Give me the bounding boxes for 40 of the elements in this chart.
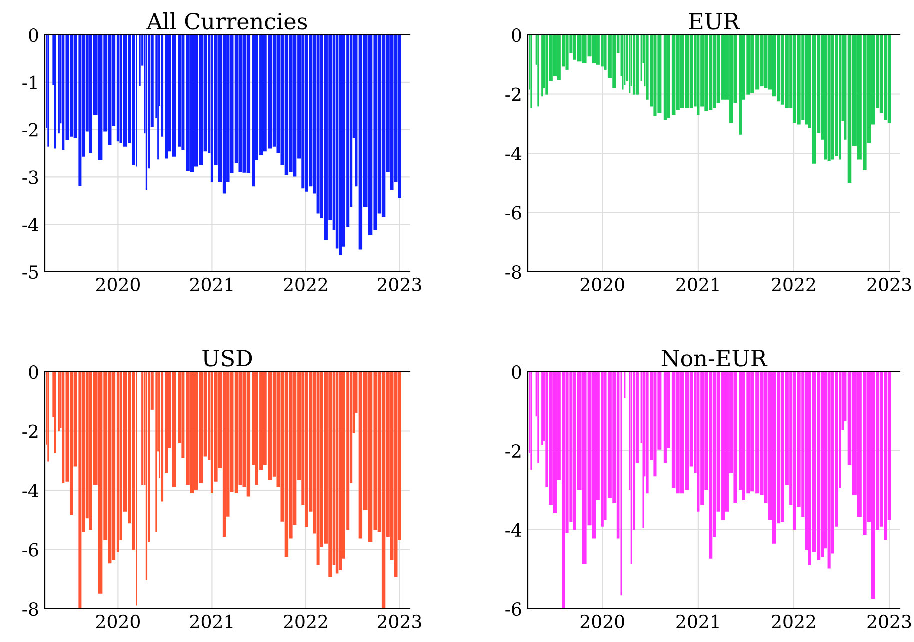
y-tick-label: -2 (22, 123, 38, 137)
y-tick-label: 0 (512, 365, 522, 380)
y-tick-label: -4 (506, 523, 522, 537)
x-tick-label: 2023 (868, 614, 912, 629)
x-tick-label: 2022 (772, 278, 816, 292)
y-tick-label: -2 (22, 424, 38, 438)
y-tick-label: -2 (506, 444, 521, 458)
x-tick-label: 2022 (284, 278, 328, 292)
chart-title: USD (202, 350, 252, 367)
x-tick-label: 2020 (96, 614, 140, 629)
x-tick-label: 2021 (676, 614, 719, 629)
x-tick-label: 2022 (284, 614, 328, 629)
x-tick-label: 2021 (190, 278, 233, 292)
x-tick-label: 2022 (772, 614, 816, 629)
chart-title: Non-EUR (662, 350, 768, 367)
y-tick-label: -4 (22, 484, 39, 498)
y-tick-label: -1 (22, 76, 37, 90)
y-tick-label: -8 (22, 602, 38, 616)
x-tick-label: 2020 (96, 278, 140, 292)
y-tick-label: -6 (506, 602, 522, 616)
x-tick-label: 2020 (580, 614, 624, 629)
y-tick-label: -6 (506, 206, 522, 220)
x-tick-label: 2023 (868, 278, 912, 292)
x-tick-label: 2021 (676, 278, 719, 292)
x-tick-label: 2023 (378, 278, 422, 292)
y-tick-label: 0 (29, 365, 38, 380)
chart-title: EUR (689, 13, 740, 30)
y-tick-label: -5 (22, 266, 38, 280)
y-tick-label: -8 (506, 265, 522, 280)
x-tick-label: 2020 (580, 278, 624, 292)
y-tick-label: -6 (22, 543, 38, 557)
y-tick-label: -3 (22, 170, 38, 184)
y-tick-label: -4 (22, 218, 39, 232)
x-tick-label: 2021 (190, 614, 233, 629)
y-tick-label: 0 (29, 28, 38, 42)
y-tick-label: -4 (506, 146, 522, 160)
y-tick-label: -2 (506, 88, 521, 102)
chart-title: All Currencies (146, 12, 308, 30)
x-tick-label: 2023 (378, 614, 422, 629)
y-tick-label: 0 (512, 28, 522, 42)
